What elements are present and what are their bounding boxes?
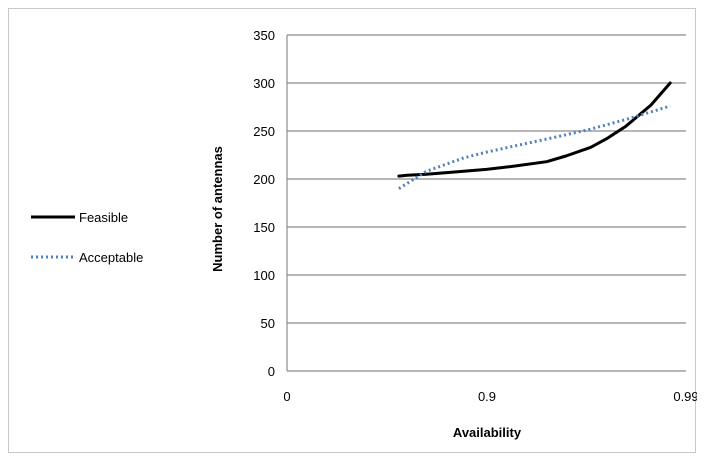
legend-label-feasible: Feasible xyxy=(79,210,128,225)
x-tick-label: 0.9 xyxy=(478,389,496,404)
x-tick-label: 0 xyxy=(283,389,290,404)
y-tick-label: 150 xyxy=(253,220,275,235)
y-tick-label: 0 xyxy=(268,364,275,379)
y-tick-label: 300 xyxy=(253,76,275,91)
series-lines xyxy=(397,81,672,190)
legend: Feasible Acceptable xyxy=(31,210,143,265)
x-tick-labels: 0 0.9 0.99 xyxy=(283,389,697,404)
y-tick-label: 350 xyxy=(253,28,275,43)
chart-frame: 0 50 100 150 200 250 300 350 0 0.9 0.99 Availabil… xyxy=(8,8,697,453)
series-acceptable-line xyxy=(398,104,671,190)
x-axis-title: Availability xyxy=(453,425,522,440)
legend-label-acceptable: Acceptable xyxy=(79,250,143,265)
y-tick-label: 100 xyxy=(253,268,275,283)
line-chart: 0 50 100 150 200 250 300 350 0 0.9 0.99 Availabil… xyxy=(31,28,697,440)
y-tick-labels: 0 50 100 150 200 250 300 350 xyxy=(253,28,275,379)
y-tick-label: 50 xyxy=(261,316,275,331)
series-feasible-line xyxy=(397,81,672,178)
y-tick-label: 200 xyxy=(253,172,275,187)
gridlines xyxy=(286,34,686,372)
y-tick-label: 250 xyxy=(253,124,275,139)
y-axis-title: Number of antennas xyxy=(210,146,225,272)
x-tick-label: 0.99 xyxy=(673,389,697,404)
